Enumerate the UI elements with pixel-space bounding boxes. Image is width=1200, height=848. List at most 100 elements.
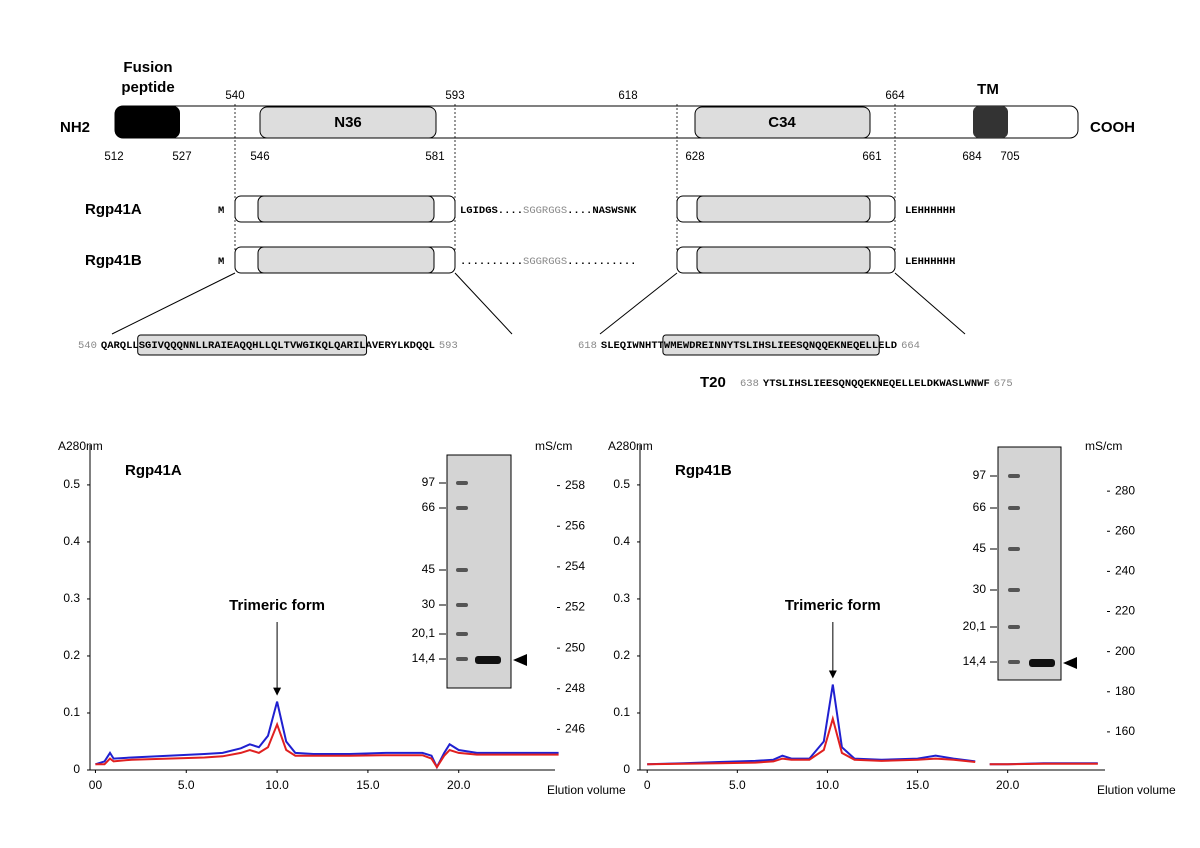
gel-marker-label: 20,1 xyxy=(412,626,436,640)
series-line xyxy=(95,701,559,770)
x-axis-label: Elution volume xyxy=(547,783,626,797)
y-tick-label: 0.2 xyxy=(63,648,80,662)
x-tick-label: 15.0 xyxy=(356,778,380,792)
ladder-band xyxy=(1008,660,1020,664)
band-pointer xyxy=(1063,657,1077,669)
position-label: 512 xyxy=(104,151,123,163)
x-tick-label: 5.0 xyxy=(729,778,746,792)
linker-part: SGGRGGS xyxy=(523,256,567,268)
y2-tick-label: 258 xyxy=(565,478,585,492)
gel-marker-label: 14,4 xyxy=(963,654,987,668)
linker: LGIDGS....SGGRGGS....NASWSNK xyxy=(460,205,637,217)
x-tick-label: 0 xyxy=(644,778,651,792)
ladder-band xyxy=(456,657,468,661)
linker-part: LGIDGS.... xyxy=(460,205,523,217)
ladder-band xyxy=(456,632,468,636)
sequence: ELD xyxy=(878,340,897,352)
y-tick-label: 0 xyxy=(623,762,630,776)
sequence: QARQLL xyxy=(101,340,139,352)
position-label: 546 xyxy=(250,151,269,163)
y-tick-label: 0 xyxy=(73,762,80,776)
ladder-band xyxy=(456,568,468,572)
sequence-core: SGIVQQQNNLLRAIEAQQHLLQLTVWGIKQLQARIL xyxy=(139,340,366,352)
ladder-band xyxy=(1008,474,1020,478)
sequence: SLEQIWNHTT xyxy=(601,340,664,352)
core-box xyxy=(662,334,880,356)
n36-segment xyxy=(257,195,435,223)
sequence: YTSLIHSLIEESQNQQEKNEQELLELDKWASLWNWF xyxy=(763,378,990,390)
y2-tick-label: 260 xyxy=(1115,523,1135,537)
sequence-start: 638 xyxy=(740,378,759,390)
y2-tick-label: 254 xyxy=(565,559,585,573)
linker-part: ....NASWSNK xyxy=(567,205,637,217)
y2-tick-label: 256 xyxy=(565,518,585,532)
y-axis-label: A280nm xyxy=(58,439,103,453)
start-residue: M xyxy=(218,205,224,217)
x-tick-label: 5.0 xyxy=(178,778,195,792)
position-label: 664 xyxy=(885,90,905,102)
sequences: 540 QARQLL SGIVQQQNNLLRAIEAQQHLLQLTVWGIKQL… xyxy=(78,334,1013,391)
ladder-band xyxy=(1008,625,1020,629)
ladder-band xyxy=(1008,547,1020,551)
zoom-line xyxy=(894,272,966,335)
ladder-band xyxy=(1008,588,1020,592)
y-tick-label: 0.3 xyxy=(613,591,630,605)
gel-marker-label: 45 xyxy=(422,562,436,576)
linker: ..........SGGRGGS........... xyxy=(460,256,636,268)
ladder-band xyxy=(456,481,468,485)
t20-label: T20 xyxy=(700,374,726,391)
x-tick-label: 20.0 xyxy=(996,778,1020,792)
y2-tick-label: 248 xyxy=(565,681,585,695)
start-residue: M xyxy=(218,256,224,268)
gel-marker-label: 30 xyxy=(422,597,436,611)
position-label: 628 xyxy=(685,151,704,163)
sequence-start: 540 xyxy=(78,340,97,352)
chart-title: Rgp41A xyxy=(125,462,182,479)
y-tick-label: 0.1 xyxy=(63,705,80,719)
y-tick-label: 0.5 xyxy=(613,477,630,491)
c34-label: C34 xyxy=(768,114,796,131)
y-tick-label: 0.1 xyxy=(613,705,630,719)
gp41-bar xyxy=(114,105,1079,139)
construct-name: Rgp41B xyxy=(85,252,142,269)
y2-tick-label: 280 xyxy=(1115,483,1135,497)
linker-part: .......... xyxy=(460,256,523,268)
y-axis-label: A280nm xyxy=(608,439,653,453)
gel xyxy=(997,446,1062,681)
x-tick-label: 10.0 xyxy=(816,778,840,792)
n36-segment xyxy=(257,246,435,274)
linker-part: ........... xyxy=(567,256,636,268)
x-tick-label: 00 xyxy=(89,778,103,792)
cooh-label: COOH xyxy=(1090,119,1135,136)
sequence-end: 593 xyxy=(439,340,458,352)
y2-axis-label: mS/cm xyxy=(535,439,572,453)
gel-marker-label: 66 xyxy=(422,500,436,514)
position-label: 581 xyxy=(425,151,444,163)
position-label: 540 xyxy=(225,90,244,102)
y2-tick-label: 240 xyxy=(1115,564,1135,578)
position-label: 684 xyxy=(962,151,982,163)
position-label: 661 xyxy=(862,151,881,163)
n36-label: N36 xyxy=(334,114,362,131)
target-band xyxy=(1029,659,1055,667)
tm-box xyxy=(973,106,1008,138)
y-tick-label: 0.2 xyxy=(613,648,630,662)
gel-marker-label: 14,4 xyxy=(412,651,436,665)
y2-tick-label: 200 xyxy=(1115,644,1135,658)
fusion-peptide-label: peptide xyxy=(121,79,174,96)
y2-tick-label: 180 xyxy=(1115,684,1135,698)
gel-marker-label: 97 xyxy=(422,475,436,489)
ladder-band xyxy=(456,506,468,510)
position-label: 618 xyxy=(618,90,637,102)
arrow-head xyxy=(273,687,282,696)
gel-marker-label: 66 xyxy=(973,500,987,514)
construct-name: Rgp41A xyxy=(85,201,142,218)
arrow-head xyxy=(828,670,837,679)
gel-marker-label: 20,1 xyxy=(963,619,987,633)
gel xyxy=(446,454,512,689)
gel-marker-label: 45 xyxy=(973,541,987,555)
linker-part: SGGRGGS xyxy=(523,205,567,217)
y2-tick-label: 252 xyxy=(565,600,585,614)
n36-box xyxy=(259,106,437,139)
c34-segment xyxy=(696,195,871,223)
